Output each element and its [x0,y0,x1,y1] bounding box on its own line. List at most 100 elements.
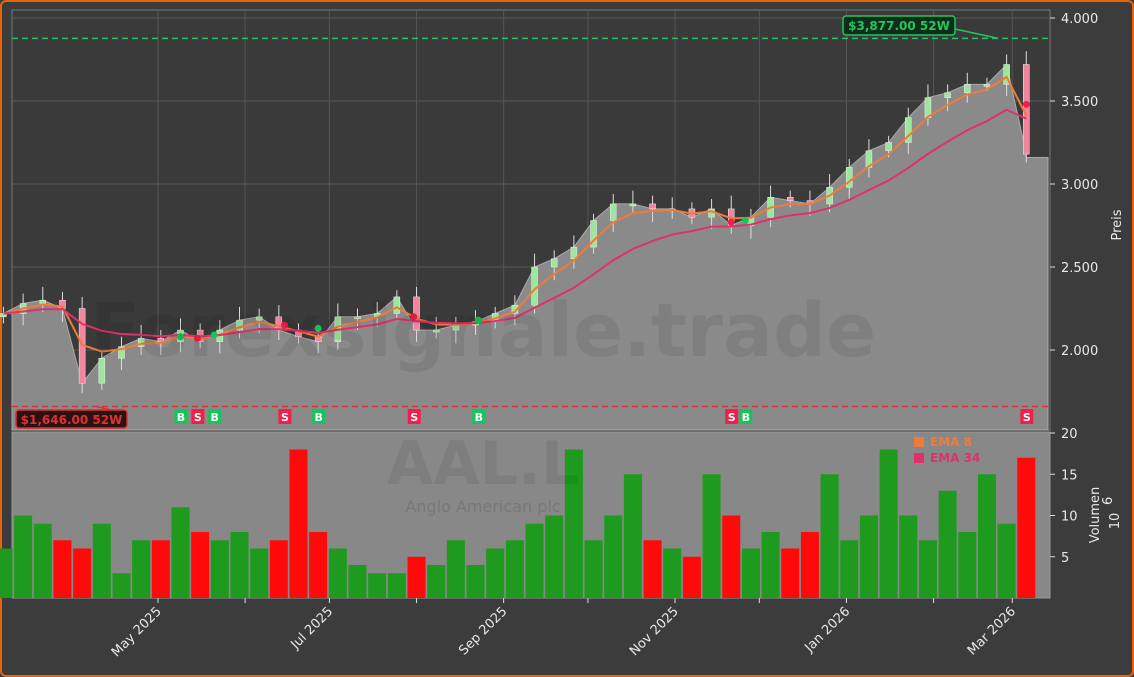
volume-bar [702,474,721,598]
volume-bar [800,532,819,598]
legend-label-ema8: EMA 8 [930,435,972,449]
high-52w-badge [842,15,956,36]
volume-panel [0,431,1051,599]
signal-label: B [211,411,219,424]
volume-bar [879,449,898,598]
sell-signal-marker[interactable] [191,409,205,424]
x-tick-label: Sep 2025 [456,604,510,658]
volume-bar [309,532,328,598]
candle [846,159,853,201]
volume-axis-label: Volumen [1088,487,1103,544]
legend-label-ema34: EMA 34 [930,451,980,465]
sell-signal-marker[interactable] [725,409,739,424]
candle [609,193,617,233]
candle-up [885,142,892,152]
watermark-site: Forexsignale.trade [90,288,876,374]
price-panel: $3,877.00 52W$1,646.00 52W B S B S B S B S B S [0,9,1051,431]
volume-bar [210,540,229,598]
volume-bar [230,532,249,598]
volume-bar [545,515,564,598]
buy-signal-marker[interactable] [208,409,222,424]
sell-signal-marker[interactable] [1020,409,1034,424]
x-tick-label: May 2025 [109,604,165,660]
volume-bar [427,565,446,598]
signal-dot [727,218,735,226]
candle-up [846,167,853,188]
volume-unit-exp: 6 [1101,497,1116,505]
volume-bar [761,532,780,598]
candle [98,351,106,390]
volume-bar [840,540,859,598]
candle-up [137,338,145,347]
watermark-company: Anglo American plc [405,497,560,516]
volume-bar [446,540,465,598]
signal-dot [1022,100,1030,108]
price-tick-label: 3.500 [1061,95,1098,110]
candle [570,235,578,269]
signal-dot [280,321,288,329]
signal-dot [314,324,322,332]
signal-label: S [410,411,418,424]
volume-bar [643,540,662,598]
buy-signal-marker[interactable] [312,409,326,424]
volume-bar [368,573,387,598]
high-52w-label: $3,877.00 52W [848,19,950,33]
high-52w-arrow [954,28,999,40]
sell-signal-marker[interactable] [278,409,292,424]
price-tick-label: 3.000 [1061,178,1098,193]
candle [649,195,656,223]
price-axis-label: Preis [1110,209,1125,240]
buy-signal-marker[interactable] [472,409,486,424]
volume-bar [407,556,426,598]
volume-tick-label: 5 [1061,551,1069,566]
volume-bar [486,548,505,598]
buy-signal-marker[interactable] [739,409,753,424]
volume-bar [682,556,701,598]
volume-bar [722,515,741,598]
x-tick-label: Jan 2026 [801,604,853,656]
candle [393,290,401,321]
volume-bar [859,515,878,598]
watermark-ticker: AAL.L [387,429,579,499]
volume-bar [623,474,642,598]
candle-up [255,316,263,321]
volume-bar [997,523,1016,598]
legend: EMA 8 EMA 34 [914,435,980,465]
sell-signal-marker[interactable] [407,409,421,424]
candle [590,213,597,254]
volume-bar [269,540,288,598]
volume-bar [820,474,839,598]
volume-bar [0,548,13,598]
candle-up [118,346,125,359]
price-tick-label: 4.000 [1061,12,1098,27]
volume-bar [92,523,111,598]
candle [236,306,243,339]
volume-bar [899,515,918,598]
candle-up [432,329,440,333]
buy-signal-marker[interactable] [174,409,188,424]
low-52w-badge [15,409,128,429]
signal-label: S [194,411,202,424]
candle-down [787,197,794,201]
ema8-line [3,75,1028,353]
candle-down [649,203,656,210]
candle-up [629,203,637,207]
signal-label: B [177,411,185,424]
candle-up [354,316,361,320]
candle [0,306,7,324]
volume-bar [112,573,131,598]
x-tick-label: Nov 2025 [627,604,682,659]
volume-bar [250,548,269,598]
candle-up [393,296,401,314]
volume-bar [584,540,603,598]
signal-label: S [1023,411,1031,424]
price-tick-label: 2.500 [1061,261,1098,276]
candle-up [944,92,951,98]
volume-bar [741,548,760,598]
volume-unit: 10 6 [1101,497,1123,530]
price-tick-label: 2.000 [1061,344,1098,359]
candle [944,84,951,111]
volume-bar [387,573,406,598]
volume-bar [663,548,682,598]
